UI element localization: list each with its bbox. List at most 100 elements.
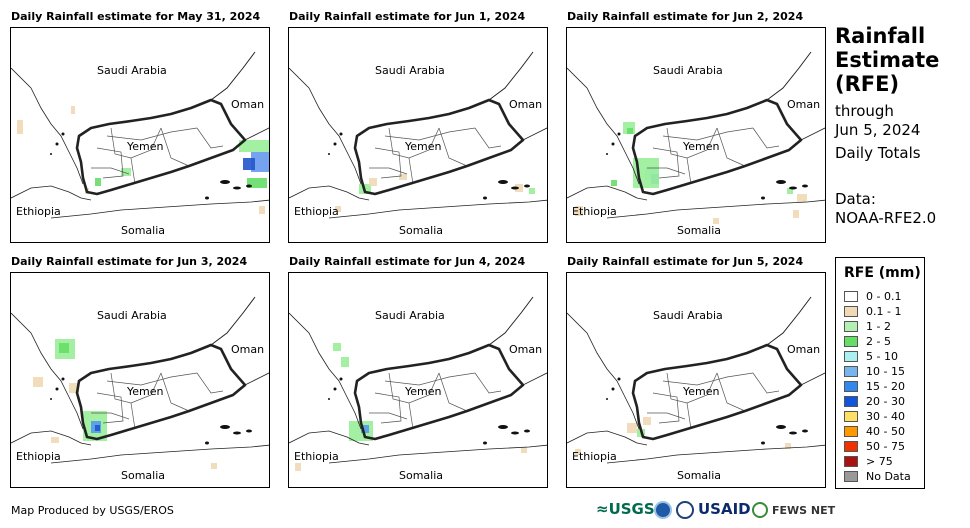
oman-border (766, 296, 812, 346)
governorate-boundary (408, 402, 414, 430)
island (498, 180, 508, 184)
island (220, 425, 230, 429)
rainfall-cell (787, 188, 793, 194)
map-label-ethiopia: Ethiopia (16, 450, 61, 463)
governorate-boundary (369, 412, 408, 420)
data-label: Data: (835, 190, 876, 208)
title-line-1: Rainfall (835, 24, 926, 48)
island (483, 196, 487, 200)
island (328, 153, 330, 155)
yemen-outline (353, 343, 525, 441)
yemen-outline (75, 98, 247, 196)
island (339, 132, 343, 136)
legend-label: 30 - 40 (866, 410, 905, 423)
map-label-yemen: Yemen (405, 140, 442, 153)
rainfall-cell (95, 425, 100, 431)
map-panel-1: Saudi Arabia Yemen Oman Ethiopia Somalia (10, 27, 270, 243)
usgs-logo: ≈USGS (596, 500, 655, 518)
legend-label: > 75 (866, 455, 893, 468)
governorate-boundary (652, 392, 680, 424)
map-panel-5: Saudi Arabia Yemen Oman Ethiopia Somalia (288, 272, 548, 488)
governorate-boundary (374, 147, 402, 179)
map-label-saudi: Saudi Arabia (97, 309, 167, 322)
rainfall-cell (211, 463, 217, 469)
rainfall-cell (529, 188, 535, 194)
island (524, 184, 530, 188)
island (617, 377, 621, 381)
island (606, 153, 608, 155)
island (611, 142, 615, 146)
governorate-boundary (130, 157, 136, 185)
governorate-boundary (686, 402, 692, 430)
map-label-somalia: Somalia (399, 224, 444, 237)
arabian-sea-coast (244, 127, 269, 141)
map-label-yemen: Yemen (127, 385, 164, 398)
panel-title-3: Daily Rainfall estimate for Jun 2, 2024 (567, 10, 804, 23)
daily-totals-label: Daily Totals (835, 144, 921, 162)
rainfall-cell (51, 437, 59, 443)
island (55, 142, 59, 146)
arabian-sea-coast (244, 372, 269, 386)
map-label-saudi: Saudi Arabia (97, 64, 167, 77)
map-svg (289, 296, 547, 471)
legend-swatch (844, 426, 858, 437)
seal-logo-icon (676, 501, 694, 519)
island (776, 180, 786, 184)
rainfall-cell (797, 194, 807, 202)
rainfall-cell (521, 447, 527, 453)
somalia-coastline (328, 444, 547, 464)
through-label: through (835, 102, 894, 120)
island (524, 429, 530, 433)
legend-label: 2 - 5 (866, 335, 891, 348)
island (802, 429, 808, 433)
rainfall-cell (259, 206, 265, 214)
map-label-ethiopia: Ethiopia (294, 450, 339, 463)
oman-border (210, 296, 256, 346)
island (50, 153, 52, 155)
main-title: Rainfall Estimate (RFE) (835, 24, 965, 96)
governorate-boundary (662, 127, 754, 141)
red-sea-coastline (289, 312, 362, 430)
governorate-boundary (438, 372, 468, 412)
map-svg (11, 296, 269, 469)
legend-swatch (844, 381, 858, 392)
legend-label: 20 - 30 (866, 395, 905, 408)
map-label-oman: Oman (231, 98, 265, 111)
island (483, 441, 487, 445)
island (333, 142, 337, 146)
map-label-oman: Oman (787, 343, 821, 356)
governorate-boundary (130, 402, 136, 430)
rainfall-cell (71, 106, 75, 114)
island (246, 184, 252, 188)
map-label-ethiopia: Ethiopia (16, 205, 61, 218)
island (511, 431, 519, 435)
legend-swatch (844, 351, 858, 362)
red-sea-coastline (289, 67, 362, 185)
horn-coastline (289, 430, 370, 446)
rainfall-cell (295, 463, 301, 471)
governorate-boundary (662, 372, 754, 386)
governorate-boundary (106, 127, 198, 141)
map-label-yemen: Yemen (683, 140, 720, 153)
governorate-boundary (686, 157, 692, 185)
map-label-yemen: Yemen (405, 385, 442, 398)
legend-label: No Data (866, 470, 911, 483)
map-label-ethiopia: Ethiopia (294, 205, 339, 218)
legend-label: 5 - 10 (866, 350, 898, 363)
governorate-boundary (438, 127, 468, 167)
governorate-boundary (647, 167, 686, 175)
rainfall-cell (793, 210, 799, 218)
map-label-somalia: Somalia (121, 224, 166, 237)
island (789, 186, 797, 190)
legend-swatch (844, 441, 858, 452)
governorate-boundary (408, 157, 414, 185)
map-label-oman: Oman (509, 343, 543, 356)
governorate-boundary (384, 372, 476, 386)
island (61, 132, 65, 136)
governorate-boundary (752, 372, 780, 394)
rainfall-cell (627, 423, 637, 433)
rainfall-cell (59, 343, 69, 353)
map-label-yemen: Yemen (683, 385, 720, 398)
island (606, 398, 608, 400)
map-label-somalia: Somalia (677, 469, 722, 482)
